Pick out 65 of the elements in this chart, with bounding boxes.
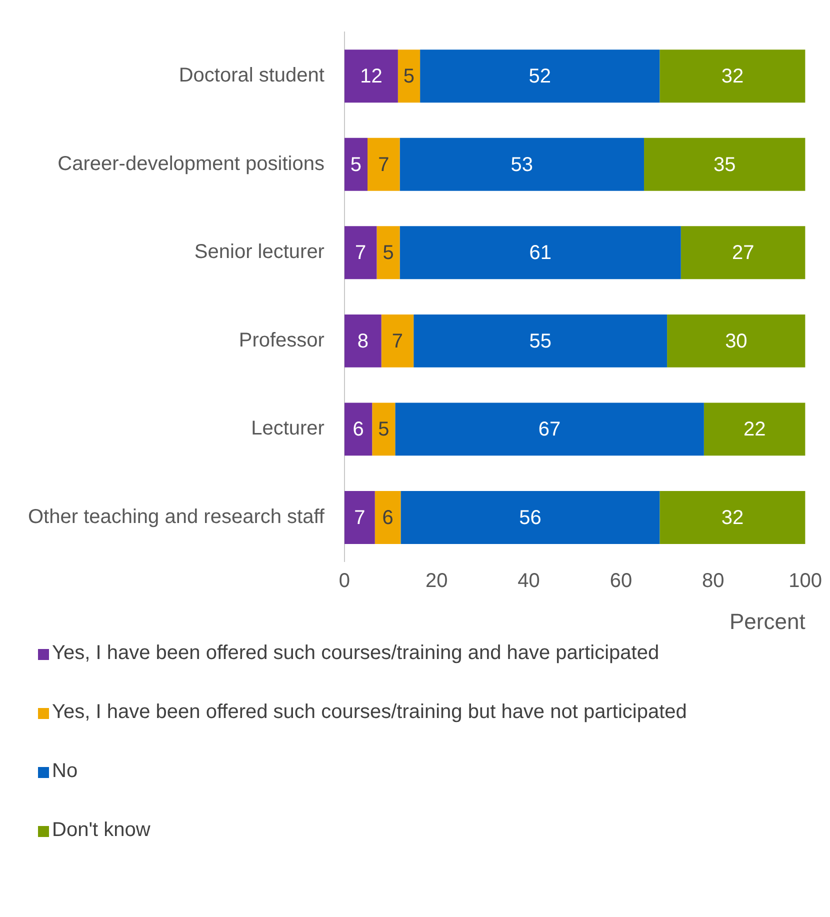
legend-label: Yes, I have been offered such courses/training and have participated <box>52 641 660 666</box>
bar <box>344 138 368 191</box>
bar <box>660 490 806 544</box>
data-label: 67 <box>538 418 561 441</box>
data-label: 32 <box>721 506 744 529</box>
bar <box>372 402 396 456</box>
data-label: 5 <box>350 154 362 176</box>
data-label: 7 <box>392 330 404 352</box>
y-tick-label: Lecturer <box>251 418 325 440</box>
bar <box>344 402 372 456</box>
data-label: 53 <box>510 154 534 176</box>
legend-label: Yes, I have been offered such courses/training but have not participated <box>52 700 687 725</box>
data-label: 55 <box>529 330 552 352</box>
data-label: 22 <box>744 418 766 441</box>
y-tick-label: Professor <box>238 329 325 352</box>
bar <box>374 490 401 544</box>
bar <box>368 138 400 191</box>
data-label: 5 <box>403 66 415 88</box>
bar <box>400 226 681 280</box>
data-label: 27 <box>732 242 754 264</box>
bar <box>420 50 660 103</box>
x-axis-title: Percent <box>729 608 806 634</box>
x-tick-label: 0 <box>338 570 350 592</box>
bar <box>667 314 806 368</box>
data-label: 5 <box>378 418 390 441</box>
data-label: 56 <box>519 506 542 529</box>
bar <box>344 50 398 103</box>
data-label: 52 <box>528 66 551 88</box>
legend-label: No <box>52 759 78 784</box>
data-label: 12 <box>360 66 382 88</box>
data-label: 6 <box>352 418 364 441</box>
bar <box>680 226 806 280</box>
bar <box>398 50 420 103</box>
bar <box>395 402 704 456</box>
data-label: 7 <box>355 242 366 264</box>
bar <box>376 226 400 280</box>
bar <box>400 138 644 191</box>
bar <box>704 402 806 456</box>
data-label: 30 <box>725 330 748 352</box>
data-label: 7 <box>354 506 366 529</box>
data-label: 8 <box>357 330 368 352</box>
x-tick-label: 60 <box>610 570 632 592</box>
data-label: 61 <box>529 242 552 264</box>
x-tick-label: 20 <box>426 570 448 592</box>
x-tick-label: 40 <box>518 570 540 592</box>
bar <box>414 314 668 368</box>
bar <box>344 490 375 544</box>
y-tick-label: Senior lecturer <box>194 241 325 264</box>
y-tick-label: Doctoral student <box>178 64 325 87</box>
bar <box>644 138 806 191</box>
data-label: 5 <box>382 242 394 264</box>
x-tick-label: 100 <box>788 570 822 592</box>
bar <box>381 314 414 368</box>
data-label: 35 <box>714 154 736 176</box>
bar <box>400 490 660 544</box>
legend-label: Don't know <box>52 818 150 843</box>
y-tick-label: Career-development positions <box>58 152 324 175</box>
bar <box>660 50 806 103</box>
bar <box>344 314 382 368</box>
y-tick-label: Other teaching and research staff <box>28 506 325 528</box>
data-label: 7 <box>378 154 390 176</box>
bar <box>344 226 377 280</box>
data-label: 6 <box>382 506 394 529</box>
x-tick-label: 80 <box>702 570 724 592</box>
data-label: 32 <box>721 66 744 88</box>
